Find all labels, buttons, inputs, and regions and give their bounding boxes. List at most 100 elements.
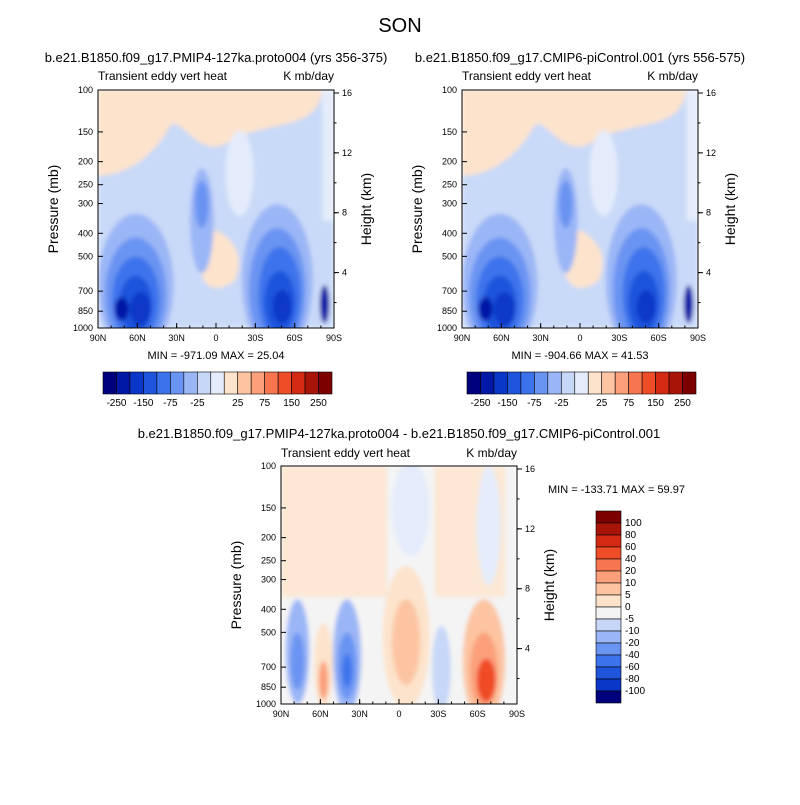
x-tick-label: 30N xyxy=(532,333,549,343)
colorbar-label: -250 xyxy=(470,398,490,409)
x-tick-label: 60N xyxy=(312,709,329,719)
colorbar-box xyxy=(129,371,144,395)
y-tick-label: 200 xyxy=(442,157,457,167)
colorbar-label: 20 xyxy=(625,566,637,577)
y-tick-label: 300 xyxy=(261,575,276,585)
panel-title: b.e21.B1850.f09_g17.PMIP4-127ka.proto004… xyxy=(138,426,661,441)
colorbar-box xyxy=(466,371,481,395)
colorbar-box xyxy=(534,371,549,395)
y-tick-label: 1000 xyxy=(73,323,93,333)
x-tick-label: 90S xyxy=(690,333,706,343)
y-tick-label: 400 xyxy=(442,228,457,238)
colorbar-box xyxy=(318,371,333,395)
y2-tick-label: 8 xyxy=(706,208,711,218)
colorbar-box xyxy=(595,678,622,692)
colorbar-label: 75 xyxy=(259,398,271,409)
pale-band xyxy=(225,130,254,217)
sh-lobe-5 xyxy=(636,289,656,324)
y-tick-label: 500 xyxy=(442,251,457,261)
right-string: K mb/day xyxy=(647,69,698,83)
colorbar-box xyxy=(237,371,252,395)
colorbar-box xyxy=(595,510,622,524)
y-axis-label: Pressure (mb) xyxy=(228,541,244,630)
y-tick-label: 1000 xyxy=(437,323,457,333)
y2-tick-label: 16 xyxy=(342,88,352,98)
colorbar-box xyxy=(143,371,158,395)
x-tick-label: 30S xyxy=(247,333,263,343)
y2-axis-label: Height (km) xyxy=(541,549,557,621)
sh-neg-1 xyxy=(432,625,451,704)
colorbar-box xyxy=(595,666,622,680)
x-tick-label: 30N xyxy=(351,709,368,719)
x-tick-label: 90N xyxy=(90,333,107,343)
x-tick-label: 60N xyxy=(493,333,510,343)
colorbar-box xyxy=(183,371,198,395)
y-tick-label: 150 xyxy=(261,503,276,513)
y-tick-label: 700 xyxy=(261,662,276,672)
polar-strip xyxy=(319,285,330,324)
y-tick-label: 700 xyxy=(442,286,457,296)
colorbar-box xyxy=(595,534,622,548)
y2-tick-label: 16 xyxy=(525,464,535,474)
upper-pos-band xyxy=(281,466,388,597)
colorbar-box xyxy=(595,654,622,668)
field xyxy=(281,466,517,704)
colorbar-box xyxy=(291,371,306,395)
x-tick-label: 30S xyxy=(430,709,446,719)
colorbar-box xyxy=(641,371,656,395)
colorbar-label: -100 xyxy=(625,686,645,697)
y-tick-label: 250 xyxy=(261,556,276,566)
y2-tick-label: 4 xyxy=(525,644,530,654)
field xyxy=(98,90,334,328)
colorbar-label: 250 xyxy=(310,398,327,409)
pos-7 xyxy=(476,658,496,702)
colorbar-label: 40 xyxy=(625,554,637,565)
colorbar-box xyxy=(595,630,622,644)
min-max-stats: MIN = -133.71 MAX = 59.97 xyxy=(548,484,685,496)
colorbar-box xyxy=(250,371,265,395)
x-tick-label: 30S xyxy=(611,333,627,343)
colorbar-label: 60 xyxy=(625,542,637,553)
colorbar-label: 250 xyxy=(674,398,691,409)
colorbar-label: -80 xyxy=(625,674,640,685)
colorbar-label: -25 xyxy=(190,398,205,409)
y2-tick-label: 8 xyxy=(525,584,530,594)
y-tick-label: 850 xyxy=(78,306,93,316)
panel-title: b.e21.B1850.f09_g17.PMIP4-127ka.proto004… xyxy=(45,50,388,65)
y-tick-label: 200 xyxy=(261,533,276,543)
y-tick-label: 100 xyxy=(261,461,276,471)
y2-tick-label: 4 xyxy=(342,268,347,278)
colorbar-label: -75 xyxy=(163,398,178,409)
x-tick-label: 90S xyxy=(326,333,342,343)
y-tick-label: 250 xyxy=(78,180,93,190)
y2-tick-label: 12 xyxy=(706,148,716,158)
y-tick-label: 700 xyxy=(78,286,93,296)
y-tick-label: 400 xyxy=(78,228,93,238)
y2-tick-label: 16 xyxy=(706,88,716,98)
colorbar-box xyxy=(587,371,603,395)
colorbar-box xyxy=(595,618,622,632)
sh-lobe-5 xyxy=(272,289,292,324)
y2-tick-label: 12 xyxy=(342,148,352,158)
min-max-stats: MIN = -904.66 MAX = 41.53 xyxy=(512,350,649,362)
colorbar-box xyxy=(493,371,508,395)
colorbar-box xyxy=(601,371,616,395)
y-tick-label: 300 xyxy=(78,199,93,209)
colorbar-label: -150 xyxy=(133,398,153,409)
x-tick-label: 0 xyxy=(213,333,218,343)
colorbar-box xyxy=(595,570,622,584)
colorbar-box xyxy=(116,371,131,395)
colorbar-label: -25 xyxy=(554,398,569,409)
colorbar-label: -250 xyxy=(106,398,126,409)
chart-panel-1: b.e21.B1850.f09_g17.PMIP4-127ka.proto004… xyxy=(45,50,388,409)
nh-lobe-6 xyxy=(478,297,493,321)
colorbar-label: 5 xyxy=(625,590,631,601)
colorbar-box xyxy=(156,371,171,395)
x-tick-label: 60S xyxy=(470,709,486,719)
x-tick-label: 30N xyxy=(168,333,185,343)
y-axis-label: Pressure (mb) xyxy=(409,165,425,254)
y-tick-label: 850 xyxy=(442,306,457,316)
y-axis-label: Pressure (mb) xyxy=(45,165,61,254)
y-tick-label: 850 xyxy=(261,682,276,692)
